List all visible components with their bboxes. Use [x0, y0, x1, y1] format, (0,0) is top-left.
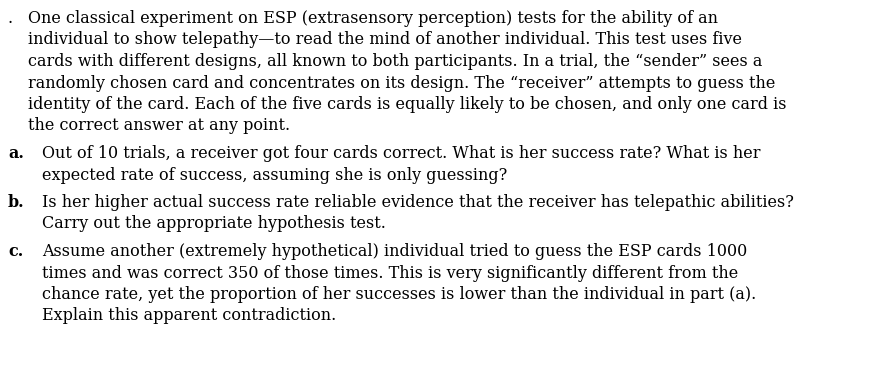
- Text: Assume another (extremely hypothetical) individual tried to guess the ESP cards : Assume another (extremely hypothetical) …: [42, 243, 747, 260]
- Text: cards with different designs, all known to both participants. In a trial, the “s: cards with different designs, all known …: [28, 53, 762, 70]
- Text: times and was correct 350 of those times. This is very significantly different f: times and was correct 350 of those times…: [42, 265, 738, 281]
- Text: the correct answer at any point.: the correct answer at any point.: [28, 118, 290, 134]
- Text: b.: b.: [8, 194, 25, 211]
- Text: a.: a.: [8, 145, 24, 162]
- Text: .: .: [8, 10, 19, 27]
- Text: identity of the card. Each of the five cards is equally likely to be chosen, and: identity of the card. Each of the five c…: [28, 96, 787, 113]
- Text: chance rate, yet the proportion of her successes is lower than the individual in: chance rate, yet the proportion of her s…: [42, 286, 756, 303]
- Text: Explain this apparent contradiction.: Explain this apparent contradiction.: [42, 308, 336, 324]
- Text: Is her higher actual success rate reliable evidence that the receiver has telepa: Is her higher actual success rate reliab…: [42, 194, 794, 211]
- Text: individual to show telepathy—to read the mind of another individual. This test u: individual to show telepathy—to read the…: [28, 31, 742, 48]
- Text: Out of 10 trials, a receiver got four cards correct. What is her success rate? W: Out of 10 trials, a receiver got four ca…: [42, 145, 760, 162]
- Text: expected rate of success, assuming she is only guessing?: expected rate of success, assuming she i…: [42, 167, 507, 184]
- Text: randomly chosen card and concentrates on its design. The “receiver” attempts to : randomly chosen card and concentrates on…: [28, 74, 775, 91]
- Text: Carry out the appropriate hypothesis test.: Carry out the appropriate hypothesis tes…: [42, 215, 386, 232]
- Text: c.: c.: [8, 243, 23, 260]
- Text: One classical experiment on ESP (extrasensory perception) tests for the ability : One classical experiment on ESP (extrase…: [28, 10, 718, 27]
